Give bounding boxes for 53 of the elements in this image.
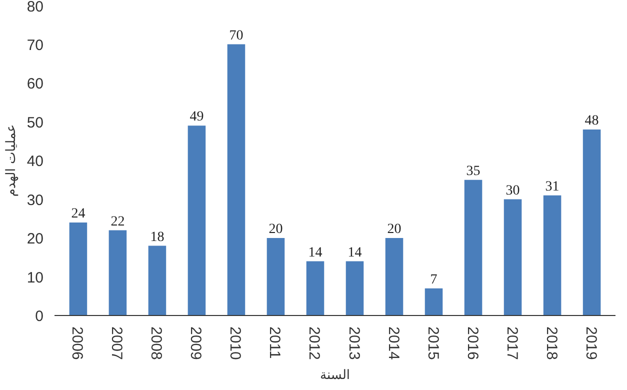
x-axis-title: السنة [320, 368, 350, 383]
y-tick-label: 80 [26, 0, 44, 16]
data-label: 20 [387, 222, 402, 237]
bar [543, 195, 562, 316]
bar [266, 238, 285, 316]
y-tick-label: 70 [26, 36, 44, 54]
x-tick-label: 2015 [424, 326, 442, 360]
x-tick-label: 2008 [148, 326, 165, 360]
y-tick-label: 10 [26, 269, 44, 286]
x-tick-label: 2017 [503, 326, 520, 360]
x-tick-label: 2016 [464, 326, 481, 360]
x-tick-label: 2012 [306, 326, 323, 360]
data-label: 35 [466, 164, 480, 179]
data-label: 70 [229, 28, 244, 44]
y-tick-label: 30 [26, 192, 44, 209]
y-tick-label: 40 [26, 153, 44, 170]
x-tick-label: 2018 [542, 326, 560, 360]
bar [148, 246, 166, 316]
y-tick-label: 60 [26, 76, 44, 92]
x-tick-label: 2007 [108, 326, 126, 360]
x-tick-label: 2019 [582, 326, 600, 360]
data-label: 30 [506, 183, 520, 198]
x-tick-label: 2014 [384, 326, 402, 360]
data-label: 49 [190, 110, 204, 125]
bar [346, 261, 364, 316]
bar [385, 238, 404, 316]
data-label: 22 [110, 214, 125, 230]
data-label: 48 [584, 114, 599, 128]
data-label: 20 [268, 222, 283, 237]
data-label: 18 [150, 230, 164, 245]
bar [227, 44, 246, 316]
bar [424, 288, 443, 316]
data-label: 24 [71, 206, 86, 222]
x-tick-label: 2009 [187, 326, 204, 360]
y-axis-title: عمليات الهدم [4, 124, 19, 197]
y-tick-label: 20 [26, 230, 44, 248]
y-tick-label: 50 [26, 114, 44, 132]
bar [108, 230, 127, 316]
bar [306, 261, 324, 316]
x-tick-label: 2010 [226, 326, 244, 360]
bar [504, 199, 522, 316]
data-label: 31 [545, 179, 560, 194]
data-label: 14 [348, 245, 362, 260]
data-label: 14 [308, 245, 322, 260]
x-tick-label: 2013 [345, 326, 362, 360]
x-tick-label: 2011 [266, 326, 284, 359]
bar [69, 222, 88, 316]
bar [188, 126, 206, 316]
bar [582, 130, 601, 316]
data-label: 7 [430, 272, 438, 288]
bar [464, 180, 482, 316]
x-tick-label: 2006 [68, 326, 86, 360]
y-tick-label: 0 [35, 308, 44, 325]
